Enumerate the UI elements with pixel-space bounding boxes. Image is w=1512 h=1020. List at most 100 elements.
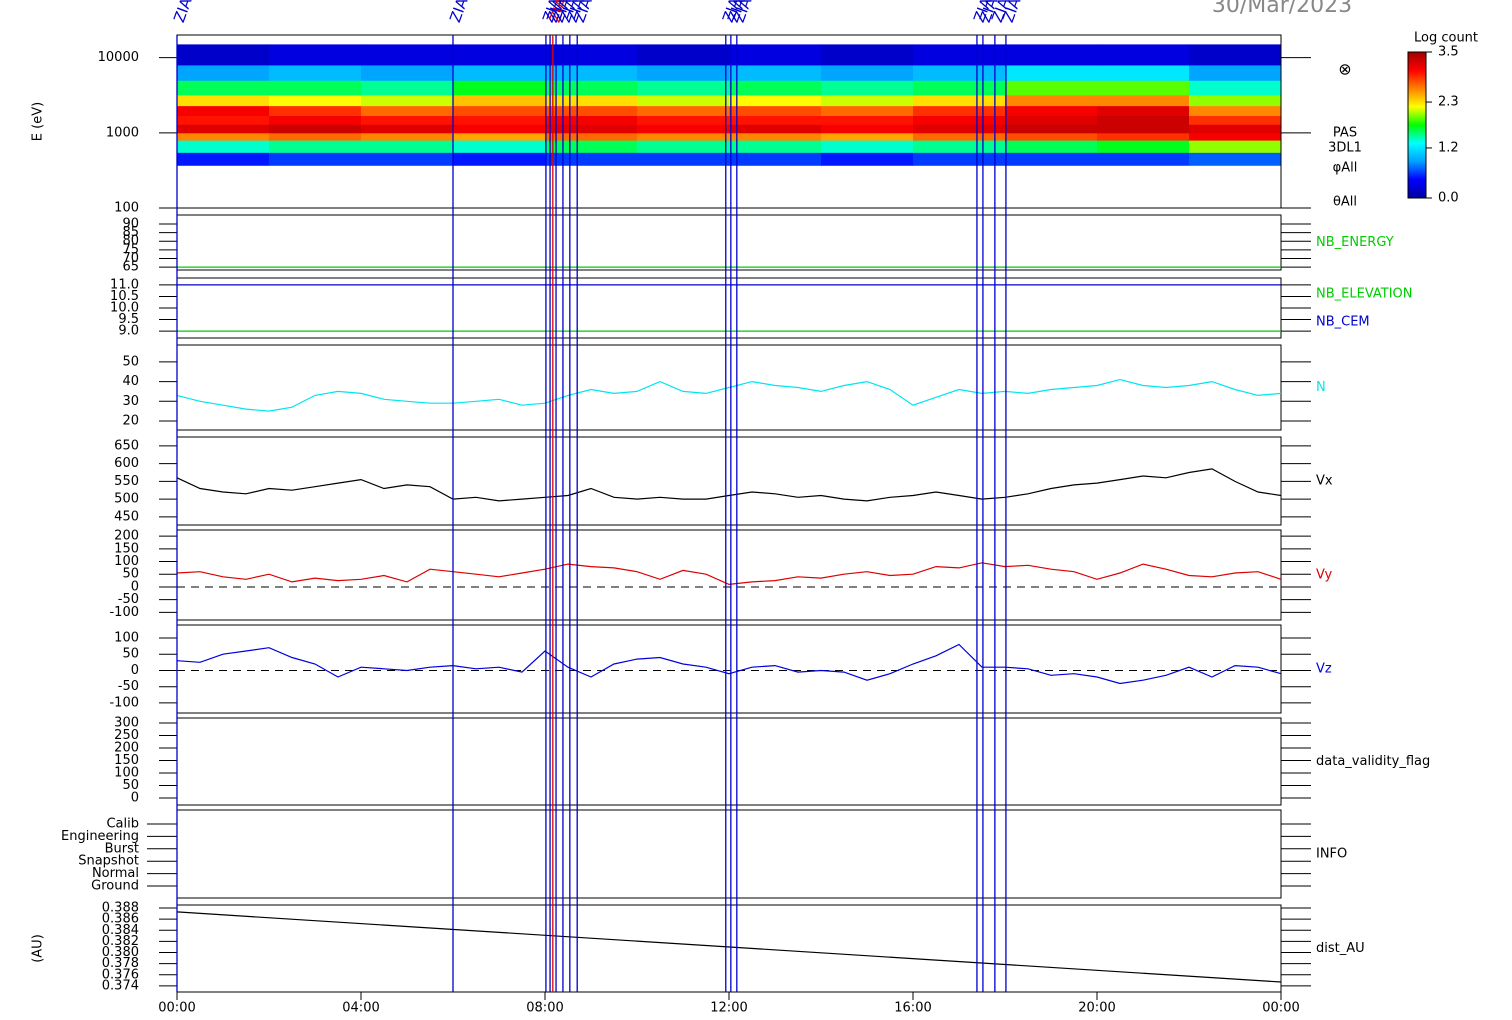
y-tick-label: 150	[114, 541, 139, 556]
y-tick-label: -100	[109, 695, 139, 710]
y-tick-label: 250	[114, 728, 139, 743]
series-line	[176, 468, 1282, 502]
heatmap-cell	[637, 80, 730, 96]
y-tick-label: 550	[114, 474, 139, 489]
heatmap-cell	[913, 132, 1006, 141]
y-tick-label: 0.382	[102, 934, 139, 949]
heatmap-cell	[453, 115, 546, 125]
heatmap-cell	[545, 80, 638, 96]
heatmap-cell	[361, 124, 454, 134]
y-tick-label: 100	[114, 201, 139, 216]
heatmap-cell	[1097, 64, 1190, 81]
category-label: Calib	[106, 817, 139, 832]
heatmap-cell	[821, 140, 914, 153]
x-tick-label: 04:00	[342, 1001, 379, 1016]
heatmap-cell	[637, 94, 730, 107]
heatmap-cell	[361, 115, 454, 125]
heatmap-cell	[177, 80, 270, 96]
heatmap-cell	[821, 64, 914, 81]
panel-frame	[176, 436, 1282, 526]
heatmap-cell	[913, 115, 1006, 125]
heatmap-cell	[637, 124, 730, 134]
series-label: NB_ELEVATION	[1316, 287, 1413, 302]
heatmap-cell	[1005, 94, 1098, 107]
y-tick-label: 0.380	[102, 945, 139, 960]
heatmap-cell	[1189, 132, 1282, 141]
y-tick-label: 50	[122, 567, 139, 582]
panel-frame	[176, 717, 1282, 806]
heatmap-cell	[269, 44, 362, 66]
heatmap-cell	[177, 152, 270, 166]
heatmap-cell	[177, 44, 270, 66]
series-line	[176, 378, 1282, 412]
heatmap-cell	[1005, 140, 1098, 153]
heatmap-cell	[545, 115, 638, 125]
y-tick-label: 500	[114, 492, 139, 507]
heatmap-cell	[821, 152, 914, 166]
heatmap-cell	[913, 94, 1006, 107]
heatmap-cell	[1097, 44, 1190, 66]
heatmap-cell	[545, 105, 638, 116]
y-tick-label: 90	[122, 216, 139, 231]
heatmap-cell	[729, 44, 822, 66]
colorbar-tick-label: 1.2	[1438, 140, 1459, 155]
heatmap-cell	[545, 152, 638, 166]
heatmap-cell	[545, 44, 638, 66]
heatmap-cell	[1005, 132, 1098, 141]
category-label: Snapshot	[78, 854, 139, 869]
panel-label: INFO	[1316, 847, 1347, 862]
series-label: NB_CEM	[1316, 315, 1370, 330]
heatmap-cell	[453, 94, 546, 107]
heatmap-cell	[361, 140, 454, 153]
heatmap-cell	[637, 44, 730, 66]
y-tick-label: 10000	[98, 50, 139, 65]
series-label: NB_ENERGY	[1316, 235, 1394, 250]
heatmap-cell	[1189, 152, 1282, 166]
y-tick-label: 200	[114, 741, 139, 756]
y-tick-label: 0	[131, 579, 139, 594]
heatmap-cell	[453, 44, 546, 66]
panel-label: data_validity_flag	[1316, 754, 1430, 769]
y-tick-label: 0	[131, 663, 139, 678]
x-tick-label: 08:00	[526, 1001, 563, 1016]
heatmap-cell	[177, 105, 270, 116]
panel-frame	[176, 809, 1282, 899]
heatmap-cell	[1005, 64, 1098, 81]
heatmap-cell	[545, 94, 638, 107]
heatmap-cell	[1097, 132, 1190, 141]
series-line	[176, 911, 1282, 983]
heatmap-cell	[453, 152, 546, 166]
y-tick-label: 75	[122, 242, 139, 257]
heatmap-cell	[913, 140, 1006, 153]
series-label: dist_AU	[1316, 941, 1365, 956]
heatmap-cell	[269, 105, 362, 116]
heatmap-cell	[1097, 94, 1190, 107]
y-tick-label: 100	[114, 630, 139, 645]
heatmap-cell	[1097, 152, 1190, 166]
heatmap-cell	[729, 124, 822, 134]
category-label: Burst	[105, 841, 139, 856]
y-tick-label: -50	[118, 679, 139, 694]
heatmap-cell	[269, 124, 362, 134]
heatmap-cell	[1005, 152, 1098, 166]
y-axis-label: (AU)	[31, 934, 46, 963]
heatmap-cell	[453, 80, 546, 96]
heatmap-cell	[361, 44, 454, 66]
heatmap-cell	[1097, 115, 1190, 125]
panel-frame	[176, 624, 1282, 714]
heatmap-cell	[729, 94, 822, 107]
y-tick-label: 650	[114, 438, 139, 453]
series-line	[176, 643, 1282, 685]
heatmap-cell	[637, 115, 730, 125]
heatmap-cell	[1097, 124, 1190, 134]
heatmap-cell	[177, 124, 270, 134]
y-tick-label: 0.384	[102, 923, 139, 938]
heatmap-cell	[453, 124, 546, 134]
y-tick-label: 150	[114, 753, 139, 768]
y-tick-label: 0.388	[102, 901, 139, 916]
event-label: ZIAS	[446, 0, 475, 25]
heatmap-cell	[1189, 80, 1282, 96]
heatmap-cell	[361, 64, 454, 81]
